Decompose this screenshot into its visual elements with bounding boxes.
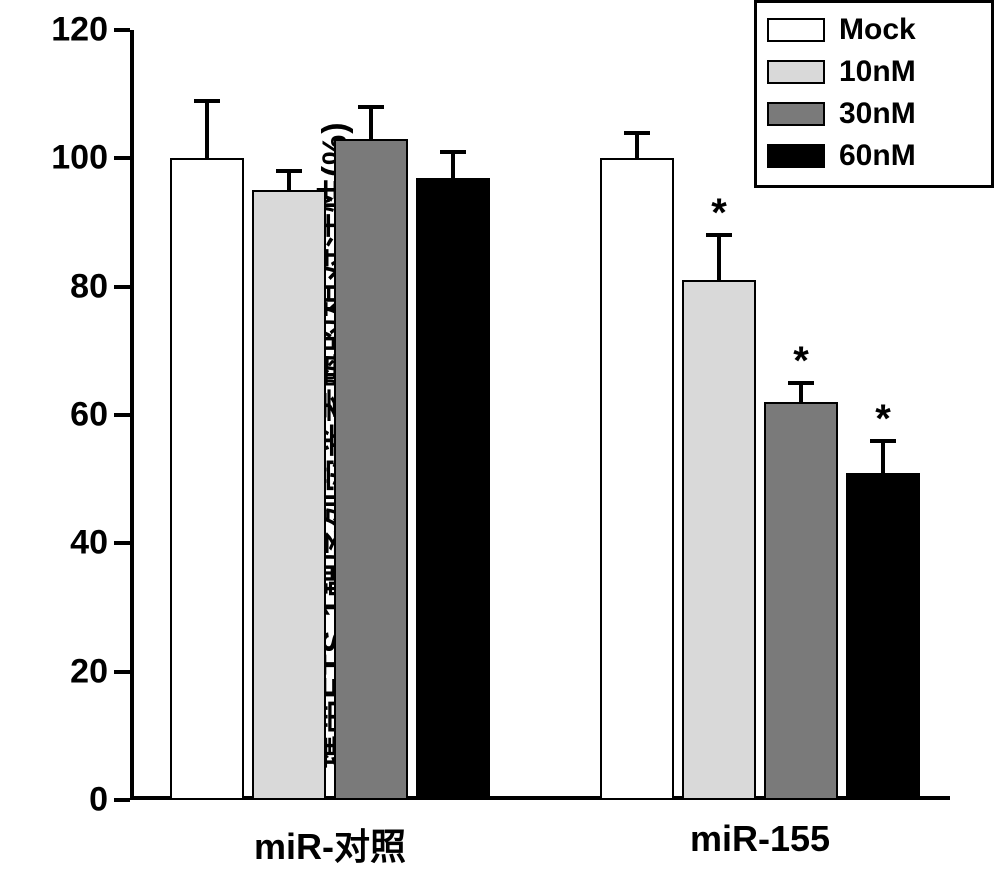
error-bar (635, 133, 639, 159)
x-group-label: miR-155 (690, 818, 830, 860)
significance-star: * (793, 339, 809, 384)
bar (600, 158, 674, 800)
legend-swatch-60nm (767, 144, 825, 168)
legend-item-mock: Mock (767, 9, 981, 51)
legend-label-10nm: 10nM (839, 55, 916, 89)
error-bar (799, 383, 803, 402)
y-tick (114, 156, 130, 160)
error-cap (624, 131, 650, 135)
y-tick (114, 798, 130, 802)
bar (764, 402, 838, 800)
legend-item-30nm: 30nM (767, 93, 981, 135)
bar (252, 190, 326, 800)
legend-swatch-30nm (767, 102, 825, 126)
bar (334, 139, 408, 800)
legend-swatch-mock (767, 18, 825, 42)
legend: Mock 10nM 30nM 60nM (754, 0, 994, 188)
error-cap (194, 99, 220, 103)
error-cap (440, 150, 466, 154)
y-axis-line (130, 30, 134, 800)
error-bar (287, 171, 291, 190)
bar (416, 178, 490, 800)
error-bar (881, 441, 885, 473)
legend-label-mock: Mock (839, 13, 916, 47)
x-group-label: miR-对照 (254, 818, 406, 870)
y-tick-label: 60 (70, 396, 108, 435)
y-tick (114, 285, 130, 289)
legend-item-10nm: 10nM (767, 51, 981, 93)
error-bar (717, 235, 721, 280)
y-tick (114, 413, 130, 417)
error-cap (276, 169, 302, 173)
legend-item-60nm: 60nM (767, 135, 981, 177)
significance-star: * (875, 397, 891, 442)
error-bar (451, 152, 455, 178)
error-bar (205, 101, 209, 159)
y-tick-label: 120 (51, 11, 108, 50)
chart-stage: 携带ETS-1靶序列荧光素酶的相对活性(%) 020406080100120**… (0, 0, 1000, 889)
error-bar (369, 107, 373, 139)
bar (682, 280, 756, 800)
significance-star: * (711, 191, 727, 236)
y-tick-label: 80 (70, 267, 108, 306)
error-cap (358, 105, 384, 109)
y-tick-label: 0 (89, 781, 108, 820)
legend-label-60nm: 60nM (839, 139, 916, 173)
bar (846, 473, 920, 800)
y-tick (114, 541, 130, 545)
y-tick-label: 40 (70, 524, 108, 563)
legend-label-30nm: 30nM (839, 97, 916, 131)
legend-swatch-10nm (767, 60, 825, 84)
y-tick (114, 670, 130, 674)
y-tick-label: 20 (70, 652, 108, 691)
y-tick (114, 28, 130, 32)
y-tick-label: 100 (51, 139, 108, 178)
bar (170, 158, 244, 800)
